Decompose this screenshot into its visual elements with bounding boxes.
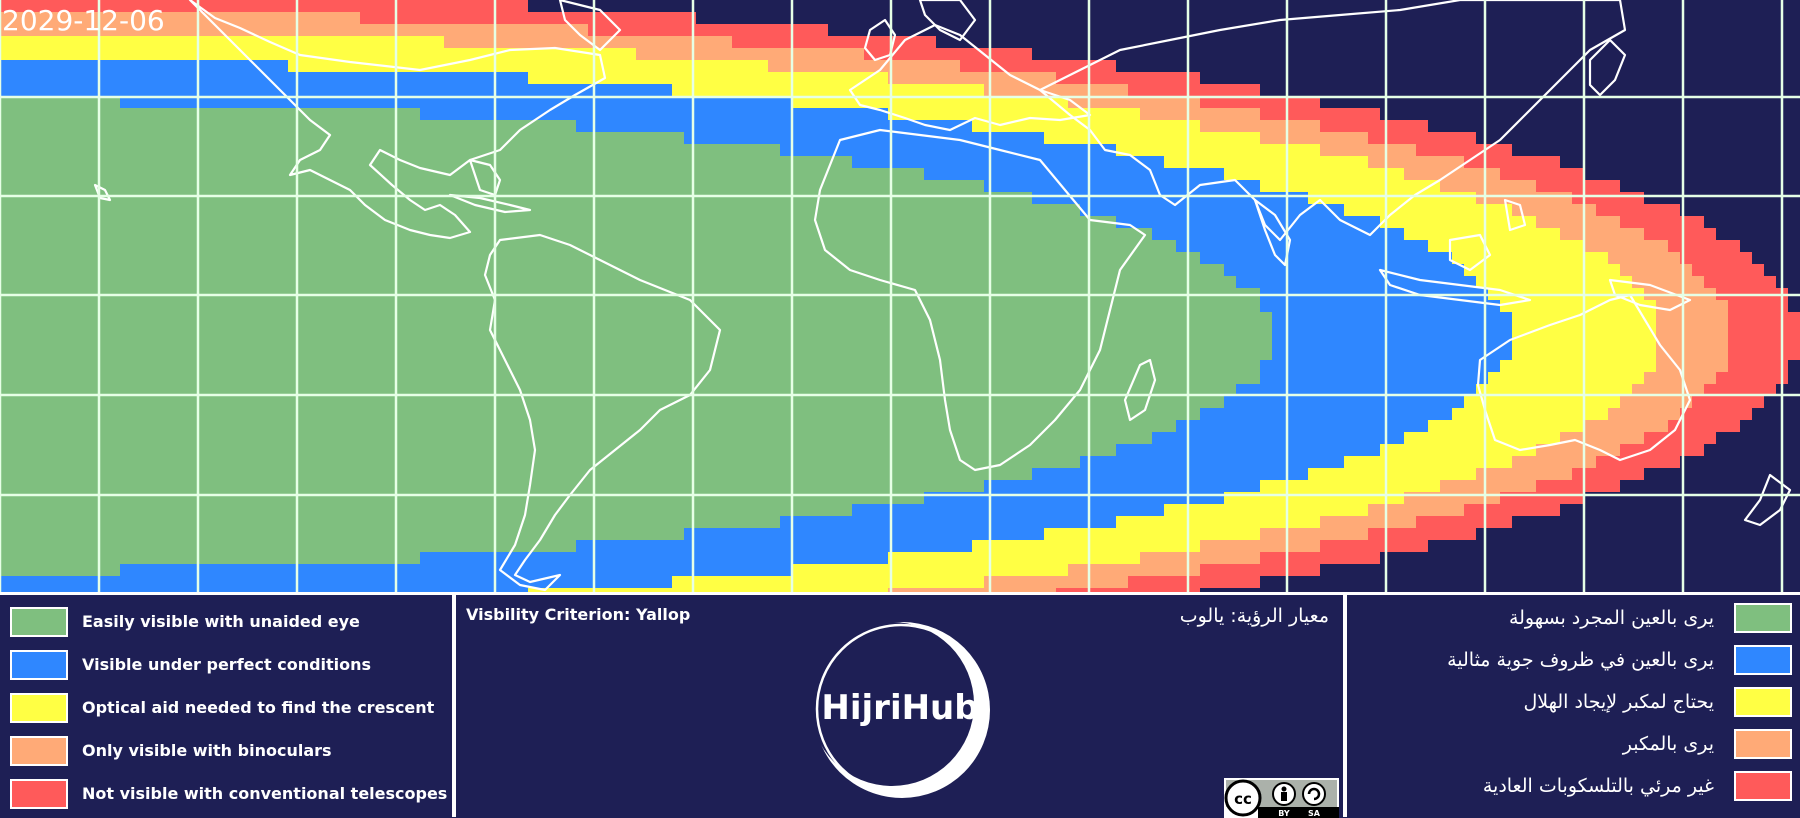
attribution-head bbox=[1281, 786, 1287, 792]
coast-india bbox=[1253, 198, 1292, 267]
legend-label: يحتاج لمكبر لإيجاد الهلال bbox=[1523, 690, 1714, 713]
criterion-arabic: معيار الرؤية: يالوب bbox=[1179, 605, 1329, 627]
coast-north-america bbox=[188, 0, 607, 240]
legend-arabic: يرى بالعين المجرد بسهولة يرى بالعين في ظ… bbox=[1343, 592, 1800, 817]
center-panel: Visbility Criterion: Yallop معيار الرؤية… bbox=[456, 592, 1343, 818]
coast-south-america bbox=[483, 233, 722, 592]
legend-label: Only visible with binoculars bbox=[82, 741, 332, 760]
coast-greenland bbox=[558, 0, 622, 52]
legend-label: Easily visible with unaided eye bbox=[82, 612, 360, 631]
hijrihub-logo: HijriHub bbox=[814, 622, 990, 798]
legend-swatch bbox=[1734, 644, 1792, 675]
date-label: 2029-12-06 bbox=[2, 4, 165, 37]
cc-icon bbox=[1224, 779, 1262, 817]
logo-text: HijriHub bbox=[821, 688, 978, 728]
legend-item: يرى بالعين المجرد بسهولة bbox=[1509, 601, 1792, 634]
sa-text: SA bbox=[1308, 809, 1321, 818]
legend-item: Not visible with conventional telescopes bbox=[10, 777, 447, 810]
legend-label: Not visible with conventional telescopes bbox=[82, 784, 448, 803]
coast-cuba bbox=[448, 193, 532, 214]
coast-philippines bbox=[1503, 198, 1527, 232]
visibility-map: 2029-12-06 bbox=[0, 0, 1800, 592]
coast-new-zealand bbox=[1743, 473, 1792, 527]
criterion-english: Visbility Criterion: Yallop bbox=[466, 605, 691, 624]
legend-item: Easily visible with unaided eye bbox=[10, 605, 360, 638]
legend-english: Easily visible with unaided eye Visible … bbox=[0, 592, 456, 817]
legend-item: يرى بالعين في ظروف جوية مثالية bbox=[1447, 643, 1792, 676]
share-alike-icon bbox=[1302, 782, 1326, 806]
attribution-body bbox=[1281, 792, 1287, 801]
legend-label: Optical aid needed to find the crescent bbox=[82, 698, 435, 717]
logo-ring bbox=[815, 623, 987, 795]
crescent-shape bbox=[814, 622, 990, 798]
legend-item: يرى بالمكبر bbox=[1623, 727, 1792, 760]
legend-item: يحتاج لمكبر لإيجاد الهلال bbox=[1523, 685, 1792, 718]
legend-swatch bbox=[1734, 602, 1792, 633]
coast-borneo bbox=[1448, 233, 1492, 272]
legend-label: يرى بالمكبر bbox=[1622, 732, 1714, 755]
coast-indonesia bbox=[1378, 268, 1532, 307]
by-text: BY bbox=[1278, 809, 1290, 818]
cc-by-sa-badge: cc BY SA bbox=[1224, 778, 1339, 818]
coast-africa bbox=[813, 128, 1147, 472]
legend-item: Optical aid needed to find the crescent bbox=[10, 691, 434, 724]
legend-label: Visible under perfect conditions bbox=[82, 655, 372, 674]
legend-item: Visible under perfect conditions bbox=[10, 648, 371, 681]
graticule bbox=[0, 0, 1800, 592]
legend-swatch bbox=[10, 692, 68, 723]
legend-swatch bbox=[10, 649, 68, 680]
legend-label: يرى بالعين في ظروف جوية مثالية bbox=[1447, 648, 1714, 671]
share-alike-arrow bbox=[1307, 787, 1321, 801]
legend-item: غير مرئي بالتلسكوبات العادية bbox=[1483, 769, 1792, 802]
legend-swatch bbox=[1734, 686, 1792, 717]
legend-label: يرى بالعين المجرد بسهولة bbox=[1508, 606, 1714, 629]
coast-australia bbox=[1476, 293, 1692, 462]
coast-japan bbox=[1588, 38, 1627, 97]
badge-strip bbox=[1258, 807, 1339, 818]
legend-label: غير مرئي بالتلسكوبات العادية bbox=[1482, 774, 1714, 797]
legend-swatch bbox=[10, 778, 68, 809]
cc-text: cc bbox=[1234, 790, 1252, 808]
coast-madagascar bbox=[1123, 358, 1157, 422]
legend-swatch bbox=[1734, 770, 1792, 801]
map-canvas bbox=[0, 0, 1800, 592]
legend-item: Only visible with binoculars bbox=[10, 734, 332, 767]
legend-swatch bbox=[10, 735, 68, 766]
coast-scandinavia bbox=[918, 0, 977, 42]
legend-swatch bbox=[10, 606, 68, 637]
legend-swatch bbox=[1734, 728, 1792, 759]
